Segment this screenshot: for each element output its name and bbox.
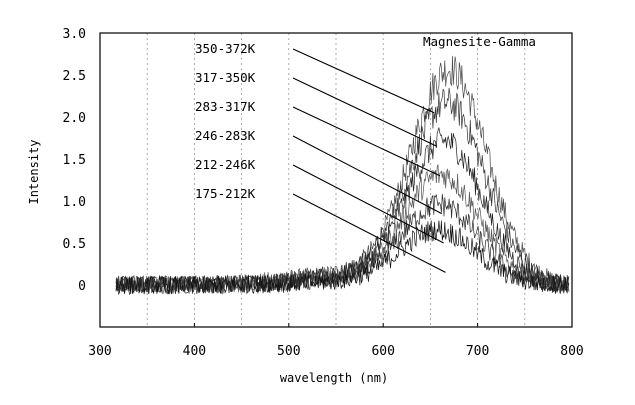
series-lines xyxy=(115,55,570,296)
series-label: 175-212K xyxy=(195,186,256,201)
y-tick-label: 3.0 xyxy=(63,27,86,42)
x-tick-label: 700 xyxy=(466,344,489,359)
x-tick-label: 300 xyxy=(88,344,111,359)
series-label-pointer xyxy=(292,77,438,147)
x-tick-label: 400 xyxy=(183,344,206,359)
x-tick-label: 800 xyxy=(560,344,583,359)
series-label: 317-350K xyxy=(195,70,256,85)
y-tick-label: 1.0 xyxy=(63,195,86,210)
series-label: 350-372K xyxy=(195,41,256,56)
series-labels: 350-372K 317-350K 283-317K 246-283K 212-246K… xyxy=(195,41,446,273)
series-label: 283-317K xyxy=(195,99,256,114)
series-label-pointer xyxy=(292,106,441,177)
y-tick-label: 0 xyxy=(78,279,86,294)
series-line-212-246K xyxy=(115,193,570,296)
series-label: 246-283K xyxy=(195,128,256,143)
series-label-pointer xyxy=(292,48,435,114)
tick-labels: 300 400 500 600 700 800 0 0.5 1.0 1.5 2.0 2.5 3.0 xyxy=(63,27,584,359)
chart-title: Magnesite-Gamma xyxy=(423,34,536,49)
x-tick-label: 600 xyxy=(371,344,394,359)
x-axis-title: wavelength (nm) xyxy=(280,371,388,385)
series-label: 212-246K xyxy=(195,157,256,172)
series-label-pointer xyxy=(292,193,446,273)
series-line-175-212K xyxy=(115,220,570,295)
y-tick-label: 0.5 xyxy=(63,237,86,252)
series-line-246-283K xyxy=(115,163,570,295)
plot-frame xyxy=(99,32,573,328)
series-label-pointer xyxy=(292,164,444,244)
y-tick-label: 2.5 xyxy=(63,69,86,84)
y-axis-title: Intensity xyxy=(27,139,41,204)
axes xyxy=(99,32,573,328)
y-tick-label: 1.5 xyxy=(63,153,86,168)
series-label-pointer xyxy=(292,135,442,215)
y-tick-label: 2.0 xyxy=(63,111,86,126)
x-tick-label: 500 xyxy=(277,344,300,359)
